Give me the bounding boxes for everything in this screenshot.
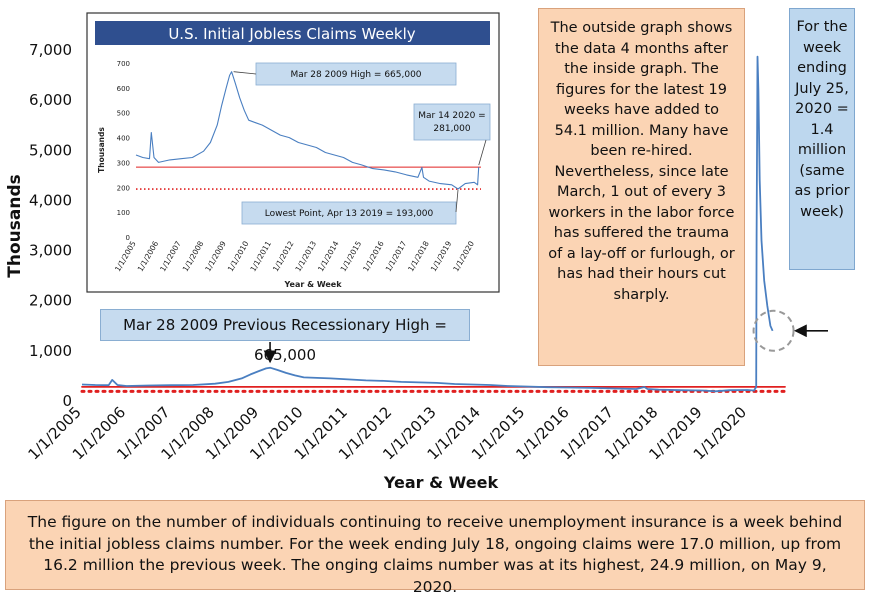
inset-y-tick-label: 300 — [117, 159, 130, 167]
inset-high-pointer — [233, 71, 257, 75]
y-tick-label: 2,000 — [29, 292, 72, 310]
x-axis-title: Year & Week — [383, 473, 499, 492]
note-continuing-claims: The figure on the number of individuals … — [5, 500, 865, 596]
y-tick-label: 7,000 — [29, 41, 72, 59]
inset-y-tick-label: 500 — [117, 110, 130, 118]
inset-y-tick-label: 0 — [126, 234, 130, 242]
inset-x-axis-title: Year & Week — [283, 280, 342, 289]
inset-y-tick-label: 200 — [117, 184, 130, 192]
inset-series-line — [135, 71, 480, 190]
recession-high-callout: Mar 28 2009 Previous Recessionary High =… — [100, 309, 470, 364]
inset-y-tick-label: 400 — [117, 135, 130, 143]
y-tick-label: 6,000 — [29, 91, 72, 109]
callout-box — [413, 103, 491, 141]
callout-box — [255, 62, 457, 86]
inset-y-tick-label: 100 — [117, 209, 130, 217]
y-tick-label: 0 — [62, 392, 72, 410]
inset-low-pointer — [455, 189, 459, 213]
callout-text: Mar 14 2020 = — [418, 111, 485, 121]
callout-text: Mar 28 2009 High = 665,000 — [290, 70, 421, 80]
y-tick-label: 1,000 — [29, 342, 72, 360]
y-tick-label: 3,000 — [29, 242, 72, 260]
series-line — [81, 55, 774, 393]
note-outside-graph: The outside graph shows the data 4 month… — [538, 8, 745, 366]
inset-high-callout: Mar 28 2009 High = 665,000 — [255, 62, 457, 86]
inset-y-tick-label: 600 — [117, 85, 130, 93]
inset-y-axis-title: Thousands — [97, 127, 106, 173]
inset-latest-callout: Mar 14 2020 = 281,000 — [413, 103, 491, 141]
inset-title-bar — [95, 21, 490, 45]
inset-low-callout: Lowest Point, Apr 13 2019 = 193,000 — [241, 201, 457, 225]
y-tick-label: 4,000 — [29, 191, 72, 209]
inset-latest-pointer — [478, 139, 487, 166]
y-tick-label: 5,000 — [29, 141, 72, 159]
latest-value-highlight — [752, 309, 795, 352]
note-latest-week: For the week ending July 25, 2020 = 1.4 … — [789, 8, 855, 270]
y-axis-title: Thousands — [5, 174, 25, 277]
inset-y-tick-label: 700 — [117, 60, 130, 68]
inset-chart-frame — [86, 12, 500, 293]
callout-text: Lowest Point, Apr 13 2019 = 193,000 — [265, 209, 434, 219]
inset-title: U.S. Initial Jobless Claims Weekly — [168, 25, 415, 43]
callout-text: 281,000 — [433, 124, 470, 134]
callout-box — [241, 201, 457, 225]
